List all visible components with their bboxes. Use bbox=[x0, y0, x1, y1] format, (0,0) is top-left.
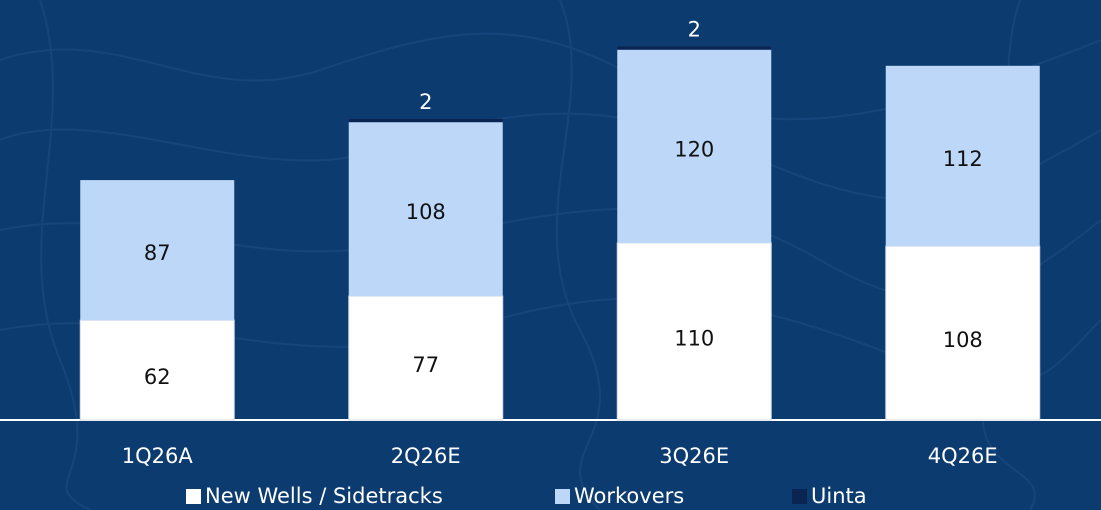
data-label: 110 bbox=[674, 326, 714, 350]
data-label: 108 bbox=[943, 328, 983, 352]
bar-segment bbox=[348, 118, 503, 123]
data-label: 108 bbox=[406, 200, 446, 224]
x-tick-label: 2Q26E bbox=[391, 444, 461, 468]
data-label: 77 bbox=[412, 353, 439, 377]
x-tick-label: 1Q26A bbox=[122, 444, 194, 468]
data-label: 2 bbox=[688, 17, 701, 41]
data-label: 87 bbox=[144, 241, 171, 265]
legend-label: Uinta bbox=[811, 484, 867, 508]
bar-segment bbox=[616, 242, 772, 421]
bar-segment bbox=[617, 46, 772, 50]
data-label: 120 bbox=[674, 137, 714, 161]
bar-segment bbox=[617, 49, 772, 243]
bar-segment bbox=[885, 245, 1041, 421]
legend-swatch bbox=[186, 489, 201, 504]
bar-segment bbox=[79, 319, 235, 421]
legend-label: New Wells / Sidetracks bbox=[205, 484, 443, 508]
legend-label: Workovers bbox=[574, 484, 684, 508]
x-tick-label: 3Q26E bbox=[659, 444, 729, 468]
bar-segment bbox=[348, 295, 504, 421]
bar-segment bbox=[80, 180, 235, 321]
legend-swatch bbox=[792, 489, 807, 504]
x-tick-label: 4Q26E bbox=[928, 444, 998, 468]
legend-swatch bbox=[555, 489, 570, 504]
data-label: 112 bbox=[943, 147, 983, 171]
data-label: 2 bbox=[419, 90, 432, 114]
data-label: 62 bbox=[144, 365, 171, 389]
bar-segment bbox=[885, 65, 1040, 247]
bar-segment bbox=[348, 122, 503, 297]
